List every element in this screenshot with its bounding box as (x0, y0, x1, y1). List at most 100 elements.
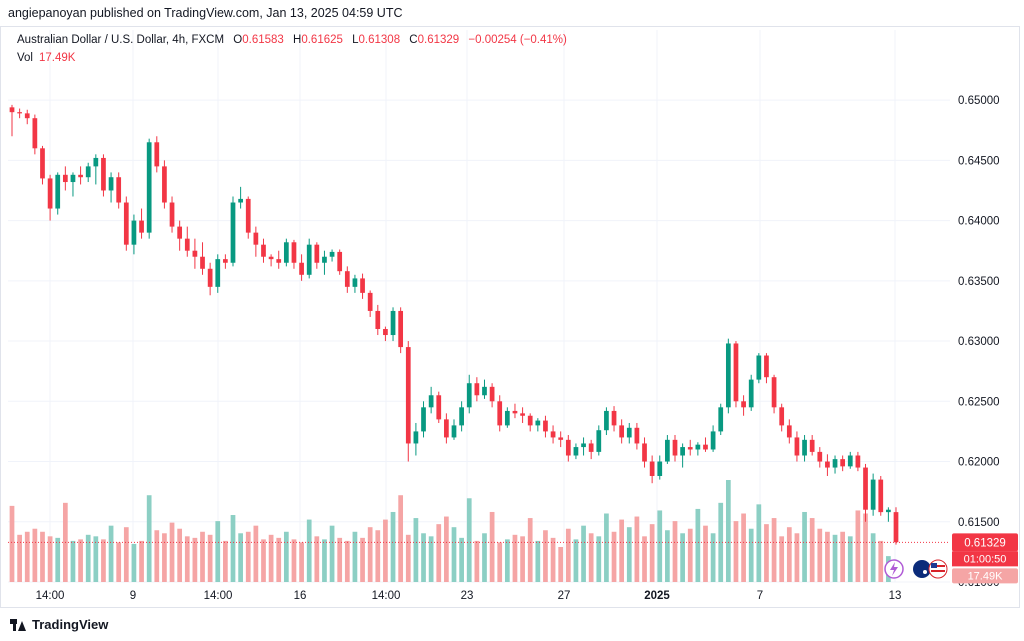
candle-body (306, 244, 312, 275)
candle-body (9, 107, 15, 113)
candle-body (268, 256, 274, 260)
volume-bar (520, 536, 525, 582)
au-flag-star (923, 570, 927, 574)
candle-body (32, 118, 38, 149)
volume-bar (748, 528, 754, 582)
candle-body (786, 425, 792, 438)
volume-bar (223, 540, 228, 582)
volume-bar (436, 524, 442, 582)
volume-bar (390, 511, 396, 582)
candle-body (527, 415, 533, 426)
footer-brand[interactable]: TradingView (10, 617, 108, 632)
candle-body (101, 157, 106, 191)
price-badge (952, 533, 1018, 552)
candle-body (360, 278, 365, 293)
candle-body (573, 447, 579, 456)
brand-label: TradingView (32, 617, 109, 632)
candle-body (390, 310, 396, 336)
volume-bar (573, 539, 579, 582)
us-flag-stripe (931, 565, 945, 567)
volume-bar (32, 528, 38, 582)
candle-body (718, 407, 724, 432)
volume-bar (230, 515, 236, 582)
volume-bar (764, 524, 769, 582)
candle-body (665, 439, 670, 462)
candle-body (680, 447, 685, 456)
y-tick-label: 0.63000 (958, 336, 1000, 348)
tradingview-logo-icon (10, 618, 26, 631)
candle-body (802, 439, 807, 456)
volume-bar (146, 495, 152, 582)
y-tick-label: 0.63500 (958, 276, 1000, 288)
candle-body (687, 447, 693, 450)
candle-body (855, 455, 861, 468)
candle-body (55, 174, 61, 209)
open-key: O (233, 34, 243, 46)
y-tick-label: 0.65000 (958, 95, 1000, 107)
candle-body (291, 242, 297, 263)
candle-body (245, 198, 251, 233)
candle-body (756, 355, 762, 380)
candle-body (809, 439, 815, 452)
symbol-label: Australian Dollar / U.S. Dollar, 4h, FXC… (17, 34, 225, 46)
y-tick-label: 0.64000 (958, 216, 1000, 228)
x-tick-label: 7 (757, 590, 763, 602)
volume-bar (451, 527, 457, 582)
candle-body (504, 410, 510, 426)
volume-bar (344, 540, 350, 582)
candle-body (489, 386, 495, 402)
candle-body (672, 439, 678, 456)
candle-body (139, 220, 144, 233)
volume-bar (565, 528, 571, 582)
open-value: 0.61583 (242, 34, 284, 46)
candle-body (535, 420, 541, 426)
volume-bar (832, 534, 838, 582)
volume-bar (139, 540, 144, 582)
candle-body (131, 220, 137, 245)
volume-bar (215, 521, 221, 582)
volume-bar (733, 521, 739, 582)
volume-bar (870, 533, 876, 582)
volume-bar (383, 519, 388, 582)
volume-bar (809, 518, 815, 582)
x-tick-label: 27 (558, 590, 571, 602)
volume-bar (276, 537, 282, 582)
candle-body (482, 386, 487, 396)
candle-body (886, 509, 891, 513)
volume-bar (322, 539, 327, 582)
x-tick-label: 23 (461, 590, 474, 602)
volume-bar (405, 534, 411, 582)
low-value: 0.61308 (358, 34, 401, 46)
candle-body (162, 166, 167, 203)
close-value: 0.61329 (417, 34, 460, 46)
volume-bar (649, 524, 655, 582)
chart-frame[interactable] (0, 26, 1020, 608)
volume-bar (47, 536, 53, 582)
volume-bar (718, 502, 724, 582)
volume-bar (581, 525, 586, 582)
volume-bar (756, 504, 762, 582)
volume-bar (725, 480, 731, 582)
candle-body (230, 202, 236, 263)
volume-bar (802, 511, 807, 582)
volume-bar (657, 510, 663, 582)
candle-body (657, 461, 663, 476)
candle-body (710, 431, 716, 450)
candle-body (146, 142, 152, 233)
volume-bar (847, 536, 853, 582)
countdown-badge (952, 551, 1018, 567)
candle-body (85, 166, 91, 178)
volume-bar (665, 530, 670, 582)
volume-bar (642, 536, 647, 582)
volume-key: Vol (17, 52, 33, 64)
volume-bar (817, 528, 823, 582)
candle-body (276, 259, 282, 263)
volume-bar (314, 536, 320, 582)
candle-body (863, 467, 868, 510)
volume-bar (703, 525, 708, 582)
x-tick-label: 16 (294, 590, 307, 602)
candle-body (748, 379, 754, 408)
volume-bar (85, 534, 91, 582)
y-tick-label: 0.64500 (958, 155, 1000, 167)
